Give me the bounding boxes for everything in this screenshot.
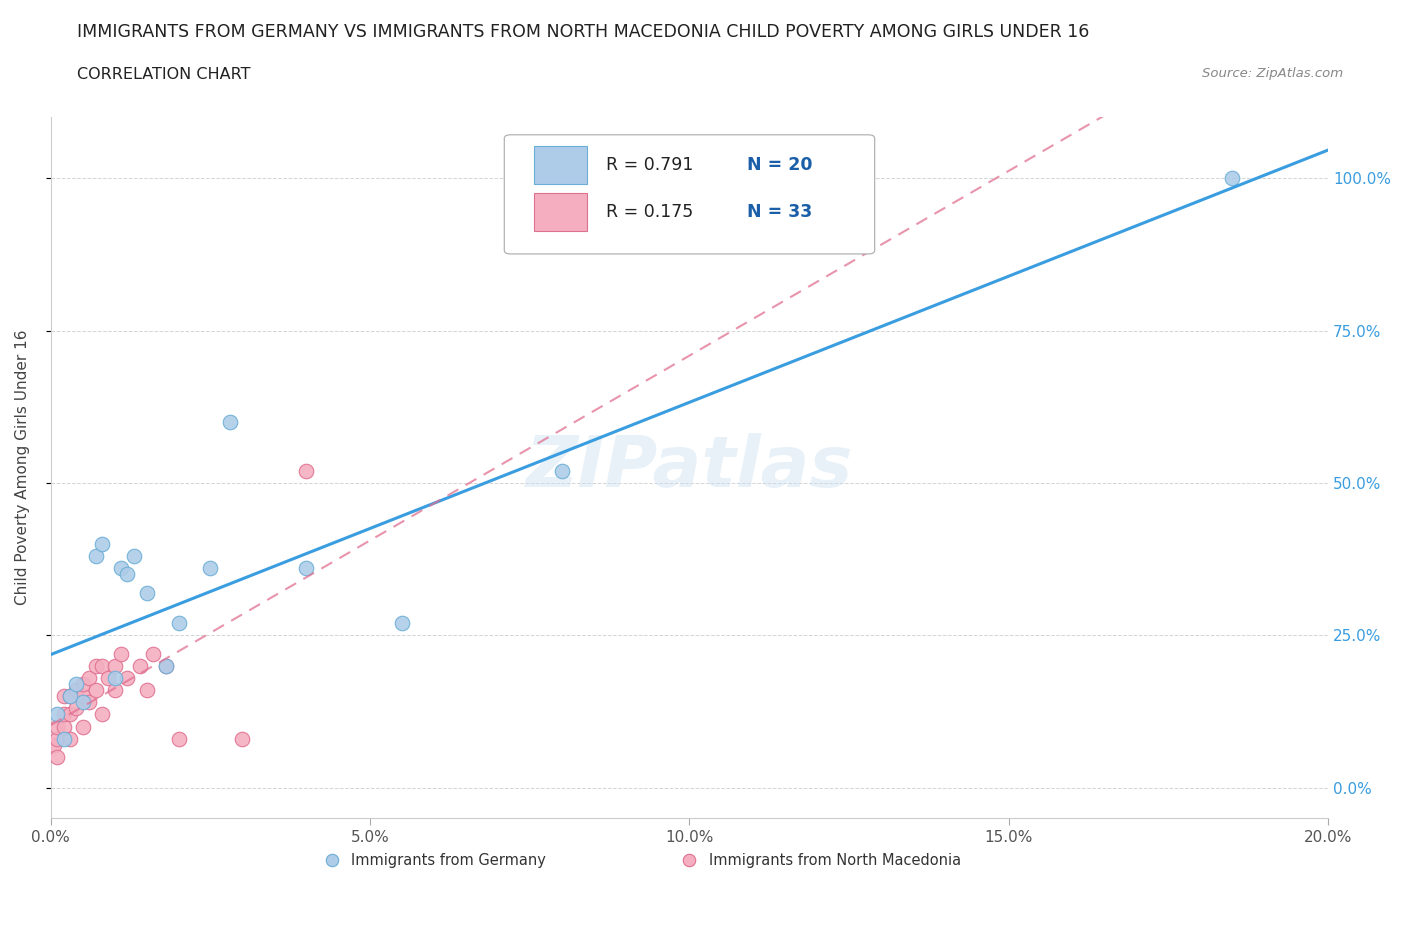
Text: N = 33: N = 33: [747, 203, 813, 221]
FancyBboxPatch shape: [534, 146, 588, 184]
Text: R = 0.791: R = 0.791: [606, 156, 693, 174]
Point: [97, 671, 120, 685]
Point: [59, 689, 82, 704]
Point: [46, 750, 69, 764]
Point: [72, 676, 94, 691]
Point: [90, 658, 112, 673]
Text: N = 20: N = 20: [747, 156, 813, 174]
Text: Source: ZipAtlas.com: Source: ZipAtlas.com: [1202, 67, 1343, 80]
Point: [1220, 171, 1243, 186]
Point: [110, 561, 132, 576]
Y-axis label: Child Poverty Among Girls Under 16: Child Poverty Among Girls Under 16: [15, 330, 30, 605]
Point: [59, 689, 82, 704]
Point: [129, 658, 152, 673]
Point: [90, 537, 112, 551]
Point: [117, 671, 139, 685]
Point: [84, 683, 107, 698]
Text: CORRELATION CHART: CORRELATION CHART: [77, 67, 250, 82]
Point: [155, 658, 177, 673]
Point: [110, 646, 132, 661]
Point: [231, 731, 253, 746]
Point: [72, 695, 94, 710]
Point: [46, 707, 69, 722]
Point: [52, 731, 75, 746]
Point: [551, 463, 574, 478]
Point: [117, 567, 139, 582]
Point: [391, 616, 413, 631]
Point: [90, 707, 112, 722]
Point: [142, 646, 165, 661]
Point: [65, 683, 87, 698]
Point: [42, 737, 65, 752]
Text: Immigrants from North Macedonia: Immigrants from North Macedonia: [709, 853, 960, 868]
Point: [77, 671, 100, 685]
Point: [104, 671, 127, 685]
Point: [59, 731, 82, 746]
Point: [84, 658, 107, 673]
Point: [167, 731, 190, 746]
Point: [104, 658, 127, 673]
Point: [104, 683, 127, 698]
Text: Immigrants from Germany: Immigrants from Germany: [352, 853, 546, 868]
Point: [135, 585, 157, 600]
Point: [59, 707, 82, 722]
FancyBboxPatch shape: [534, 193, 588, 232]
Point: [155, 658, 177, 673]
Text: R = 0.175: R = 0.175: [606, 203, 693, 221]
Point: [122, 549, 145, 564]
Point: [52, 707, 75, 722]
Point: [135, 683, 157, 698]
Point: [218, 415, 240, 430]
Text: ZIPatlas: ZIPatlas: [526, 433, 853, 502]
Point: [52, 689, 75, 704]
Point: [295, 463, 318, 478]
Text: IMMIGRANTS FROM GERMANY VS IMMIGRANTS FROM NORTH MACEDONIA CHILD POVERTY AMONG G: IMMIGRANTS FROM GERMANY VS IMMIGRANTS FR…: [77, 23, 1090, 41]
Point: [46, 731, 69, 746]
Point: [72, 689, 94, 704]
FancyBboxPatch shape: [505, 135, 875, 254]
Point: [72, 719, 94, 734]
Point: [200, 561, 222, 576]
Point: [167, 616, 190, 631]
Point: [295, 561, 318, 576]
Point: [77, 695, 100, 710]
Point: [52, 719, 75, 734]
Point: [65, 701, 87, 716]
Point: [84, 549, 107, 564]
Point: [65, 676, 87, 691]
Point: [46, 719, 69, 734]
